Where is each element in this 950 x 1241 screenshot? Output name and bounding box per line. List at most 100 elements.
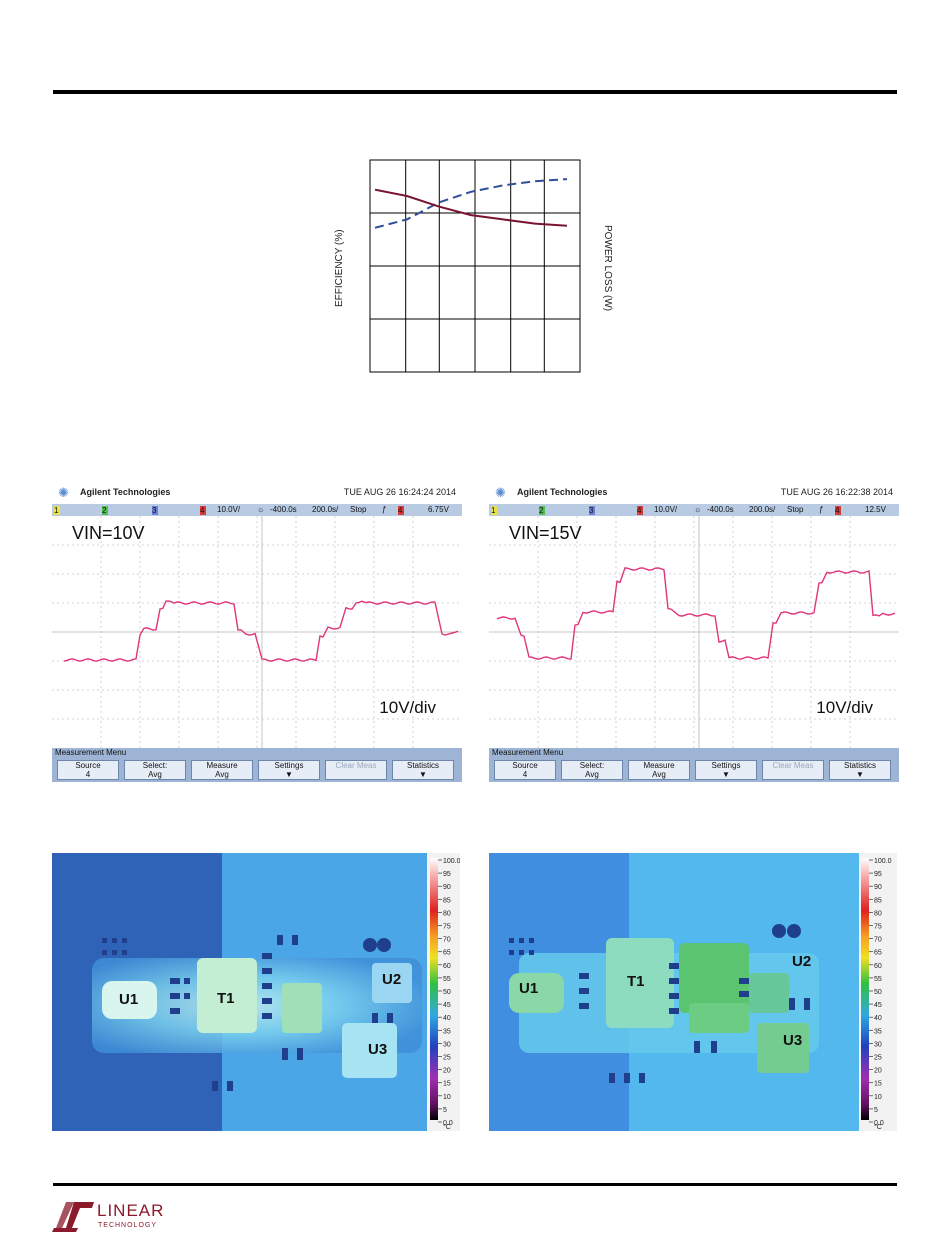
div-label: 10V/div <box>379 698 436 717</box>
source-button[interactable]: Source 4 <box>57 760 119 780</box>
efficiency-chart: EFFICIENCY (%) POWER LOSS (W) <box>334 159 613 373</box>
volts-div: 10.0V/ <box>654 505 678 514</box>
settings-button[interactable]: Settings ▼ <box>258 760 320 780</box>
clear-meas-button[interactable]: Clear Meas <box>762 760 824 780</box>
scale-label-11: 45 <box>874 1002 882 1009</box>
scale-label-10: 50 <box>443 989 451 996</box>
time-offset: -400.0s <box>707 505 734 514</box>
t1-label: T1 <box>217 990 235 1007</box>
time-base: 200.0s/ <box>312 505 339 514</box>
scale-label-0: 100.0 <box>443 858 460 865</box>
scale-label-21: °C <box>443 1123 451 1131</box>
select-button[interactable]: Select: Avg <box>561 760 623 780</box>
scale-label-9: 55 <box>443 976 451 983</box>
agilent-logo-icon: ✺ <box>58 485 69 500</box>
measurement-menu: Measurement Menu Source 4 Select: Avg Meas… <box>52 748 462 782</box>
trigger-edge-icon: ƒ <box>382 505 387 514</box>
logo-subtext: TECHNOLOGY <box>98 1222 158 1229</box>
scope-screenshot-vin15: ✺ Agilent Technologies TUE AUG 26 16:22:… <box>489 480 899 782</box>
trig-channel: 4 <box>398 506 403 515</box>
scale-label-19: 5 <box>874 1107 878 1114</box>
scale-label-5: 75 <box>443 924 451 931</box>
time-offset: -400.0s <box>270 505 297 514</box>
y2label: POWER LOSS (W) <box>602 225 613 311</box>
scope-grid <box>489 516 899 748</box>
thermal-picture: 100.095908580757065605550454035302520151… <box>52 853 460 1131</box>
ch4-label: 4 <box>637 506 642 515</box>
scale-label-15: 25 <box>874 1055 882 1062</box>
thermal-picture: 100.095908580757065605550454035302520151… <box>489 853 897 1131</box>
select-button[interactable]: Select: Avg <box>124 760 186 780</box>
scale-label-0: 100.0 <box>874 858 892 865</box>
scale-label-3: 85 <box>874 897 882 904</box>
scale-label-7: 65 <box>874 950 882 957</box>
scale-label-18: 10 <box>874 1094 882 1101</box>
settings-button[interactable]: Settings ▼ <box>695 760 757 780</box>
thermal-image-vin10: 100.0 95 90 85 80 75 70 65 60 55 50 45 40 35 30 25 20 15 1… <box>52 853 460 1131</box>
time-base: 200.0s/ <box>749 505 776 514</box>
u3-label: U3 <box>783 1032 803 1049</box>
scale-label-13: 35 <box>443 1028 451 1035</box>
scale-label-16: 20 <box>443 1068 451 1075</box>
statistics-button[interactable]: Statistics ▼ <box>392 760 454 780</box>
agilent-logo-icon: ✺ <box>495 485 506 500</box>
scale-label-10: 50 <box>874 989 882 996</box>
u2-label: U2 <box>382 971 402 988</box>
u2-label: U2 <box>792 953 812 970</box>
header-rule <box>53 90 897 94</box>
scale-label-8: 60 <box>874 963 882 970</box>
scale-label-17: 15 <box>443 1081 451 1088</box>
scope-screenshot-vin10: ✺ Agilent Technologies TUE AUG 26 16:24:… <box>52 480 462 782</box>
measure-button[interactable]: Measure Avg <box>191 760 253 780</box>
temperature-scale: 100.095908580757065605550454035302520151… <box>438 858 460 1131</box>
scale-label-7: 65 <box>443 950 451 957</box>
scale-label-6: 70 <box>443 937 451 944</box>
ch1-label: 1 <box>491 506 496 515</box>
scale-label-3: 85 <box>443 897 451 904</box>
scale-label-11: 45 <box>443 1002 451 1009</box>
scope-timestamp: TUE AUG 26 16:22:38 2014 <box>780 487 893 497</box>
ch2-label: 2 <box>102 506 107 515</box>
vin-label: VIN=10V <box>72 523 145 543</box>
scale-label-1: 95 <box>443 871 451 878</box>
scale-label-8: 60 <box>443 963 451 970</box>
scale-label-19: 5 <box>443 1107 447 1114</box>
ch3-label: 3 <box>152 506 157 515</box>
series-line-0 <box>374 178 568 229</box>
scale-label-20: 0.0 <box>874 1120 884 1127</box>
scale-label-18: 10 <box>443 1094 451 1101</box>
trig-channel: 4 <box>835 506 840 515</box>
sun-icon: ☼ <box>257 505 265 514</box>
sun-icon: ☼ <box>694 505 702 514</box>
scale-label-12: 40 <box>443 1015 451 1022</box>
trigger-edge-icon: ƒ <box>819 505 824 514</box>
scale-label-13: 35 <box>874 1028 882 1035</box>
scale-label-4: 80 <box>443 910 451 917</box>
footer-rule <box>53 1183 897 1186</box>
clear-meas-button[interactable]: Clear Meas <box>325 760 387 780</box>
statistics-button[interactable]: Statistics ▼ <box>829 760 891 780</box>
measure-button[interactable]: Measure Avg <box>628 760 690 780</box>
scope-header: ✺ Agilent Technologies TUE AUG 26 16:24:… <box>52 480 462 504</box>
chart-grid <box>369 159 581 373</box>
scale-label-2: 90 <box>443 884 451 891</box>
scale-label-16: 20 <box>874 1068 882 1075</box>
scale-label-12: 40 <box>874 1015 882 1022</box>
scale-label-2: 90 <box>874 884 882 891</box>
scale-label-5: 75 <box>874 924 882 931</box>
ch1-label: 1 <box>54 506 59 515</box>
u1-label: U1 <box>119 991 139 1008</box>
source-button[interactable]: Source 4 <box>494 760 556 780</box>
linear-technology-logo-icon <box>52 1202 94 1232</box>
scope-header: ✺ Agilent Technologies TUE AUG 26 16:22:… <box>489 480 899 504</box>
vin-label: VIN=15V <box>509 523 582 543</box>
thermal-image-vin15: 100.0 95 90 85 80 75 70 65 60 55 50 45 40 35 30 25 20 15 1… <box>489 853 897 1131</box>
scope-status-bar: 1 2 3 4 10.0V/ ☼ -400.0s 200.0s/ Stop ƒ … <box>52 504 462 516</box>
trigger-level: 6.75V <box>428 505 449 514</box>
scale-label-17: 15 <box>874 1081 882 1088</box>
scope-waveform <box>63 600 459 662</box>
scope-timestamp: TUE AUG 26 16:24:24 2014 <box>343 487 456 497</box>
scale-label-14: 30 <box>874 1041 882 1048</box>
volts-div: 10.0V/ <box>217 505 241 514</box>
t1-label: T1 <box>627 973 645 990</box>
